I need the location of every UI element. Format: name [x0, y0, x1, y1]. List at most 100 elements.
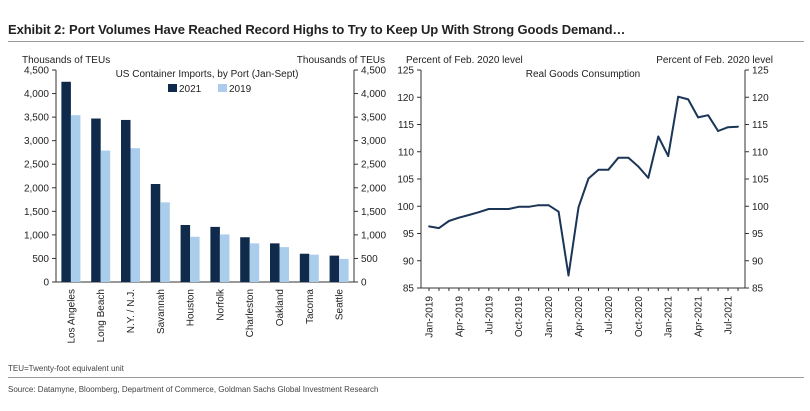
- legend-swatch-2019: [218, 84, 227, 92]
- line-plot-area: 85 85 90 90 95 95 100 100 105 105 110 110 115 115 120 1…: [397, 66, 769, 338]
- line-point: [527, 205, 530, 208]
- bar-ytick-label-right: 2,500: [361, 160, 386, 171]
- line-point: [567, 274, 570, 277]
- bar-ytick-label-right: 1,500: [361, 207, 386, 218]
- bar-chart: Thousands of TEUs Thousands of TEUs US C…: [22, 55, 386, 344]
- line-point: [637, 165, 640, 168]
- legend-label-2019: 2019: [229, 84, 252, 95]
- line-point: [448, 220, 450, 222]
- bar-2021: [61, 81, 71, 283]
- line-xtick-label: Apr-2019: [454, 296, 465, 338]
- bar-category-label: Tacoma: [305, 289, 316, 324]
- bar-2019: [219, 234, 230, 282]
- title-divider: [8, 41, 804, 42]
- line-ytick-label-right: 95: [752, 229, 764, 240]
- bar-2019: [160, 202, 170, 282]
- bar-2019: [100, 150, 111, 282]
- bar-chart-title: US Container Imports, by Port (Jan-Sept): [116, 69, 299, 80]
- bar-ytick-label-right: 4,500: [361, 66, 386, 77]
- line-point: [707, 114, 709, 117]
- bar-ytick-label-left: 3,000: [24, 136, 49, 147]
- bar-2019: [309, 254, 319, 282]
- legend-label-2021: 2021: [179, 84, 202, 95]
- bar-2019: [339, 258, 349, 282]
- line-point: [467, 214, 470, 216]
- bar-category-label: Los Angeles: [66, 289, 77, 344]
- bar-legend: 2021 2019: [168, 84, 252, 95]
- bar-ytick-label-left: 2,000: [24, 183, 49, 194]
- bar-2021: [150, 184, 161, 282]
- bar-ytick-label-right: 3,000: [361, 136, 386, 147]
- line-point: [428, 225, 430, 228]
- bar-2021: [240, 237, 250, 282]
- bar-2021: [121, 119, 131, 282]
- source-note: Source: Datamyne, Bloomberg, Department …: [8, 385, 379, 394]
- bar-ylabel-left: Thousands of TEUs: [22, 55, 110, 66]
- footnote: TEU=Twenty-foot equivalent unit: [8, 364, 124, 373]
- line-xtick-label: Oct-2019: [514, 296, 525, 338]
- line-point: [697, 116, 700, 119]
- line-ytick-label-left: 120: [397, 93, 414, 104]
- line-point: [657, 135, 660, 138]
- line-point: [438, 227, 440, 229]
- line-point: [477, 211, 480, 214]
- line-ytick-label-left: 115: [398, 120, 414, 131]
- bar-ytick-label-right: 0: [361, 278, 367, 289]
- bar-ytick-label-right: 1,000: [361, 230, 386, 241]
- line-ytick-label-left: 100: [397, 202, 414, 213]
- line-xtick-label: Jan-2021: [664, 296, 675, 338]
- bar-ytick-label-right: 3,500: [361, 113, 386, 124]
- bar-category-label: Long Beach: [96, 289, 107, 342]
- line-point: [458, 216, 460, 219]
- bar-2021: [299, 253, 310, 282]
- line-point: [517, 205, 520, 208]
- bar-ytick-label-left: 4,000: [24, 89, 49, 100]
- bar-2019: [279, 247, 289, 282]
- line-chart: Percent of Feb. 2020 level Percent of Fe…: [397, 55, 773, 338]
- bar-2019: [70, 115, 81, 282]
- line-point: [577, 206, 580, 209]
- bar-ytick-label-left: 1,000: [24, 230, 49, 241]
- line-point: [737, 125, 739, 128]
- line-ytick-label-right: 105: [752, 175, 769, 186]
- line-ytick-label-right: 110: [752, 147, 768, 158]
- line-ytick-label-left: 110: [398, 147, 414, 158]
- line-point: [617, 156, 620, 159]
- bar-ytick-label-left: 3,500: [24, 113, 49, 124]
- bar-2021: [91, 118, 101, 282]
- line-ytick-label-left: 105: [397, 175, 414, 186]
- line-ytick-label-right: 90: [752, 256, 764, 267]
- line-xtick-label: Jan-2019: [425, 296, 436, 338]
- bar-ylabel-right: Thousands of TEUs: [297, 55, 385, 66]
- bar-ytick-label-left: 2,500: [24, 160, 49, 171]
- bar-category-label: Seattle: [335, 289, 346, 321]
- bar-ytick-label-right: 2,000: [361, 183, 386, 194]
- line-ytick-label-left: 85: [403, 284, 415, 295]
- line-ytick-label-left: 90: [403, 256, 415, 267]
- line-xtick-label: Jan-2020: [544, 296, 555, 338]
- line-ylabel-left: Percent of Feb. 2020 level: [406, 55, 523, 66]
- line-point: [607, 168, 610, 171]
- line-point: [627, 156, 630, 159]
- bar-2021: [210, 226, 220, 282]
- line-point: [717, 130, 719, 132]
- line-point: [547, 204, 550, 207]
- line-point: [667, 155, 670, 158]
- bar-ytick-label-left: 1,500: [24, 207, 49, 218]
- bar-2019: [249, 243, 260, 282]
- line-ytick-label-left: 125: [397, 66, 414, 77]
- line-point: [687, 98, 690, 101]
- exhibit-title: Exhibit 2: Port Volumes Have Reached Rec…: [8, 22, 626, 37]
- bar-category-label: Savannah: [156, 289, 167, 334]
- bar-category-label: Oakland: [275, 289, 286, 326]
- bar-category-label: Charleston: [245, 289, 256, 337]
- line-point: [677, 95, 680, 98]
- line-xtick-label: Jul-2019: [484, 296, 495, 335]
- bar-ytick-label-left: 4,500: [24, 66, 49, 77]
- line-xtick-label: Jul-2020: [604, 296, 615, 335]
- bar-category-label: N.Y. / N.J.: [126, 289, 137, 333]
- bar-ytick-label-right: 500: [361, 254, 378, 265]
- bar-2021: [329, 255, 340, 282]
- line-point: [727, 126, 729, 129]
- line-ytick-label-right: 85: [752, 284, 764, 295]
